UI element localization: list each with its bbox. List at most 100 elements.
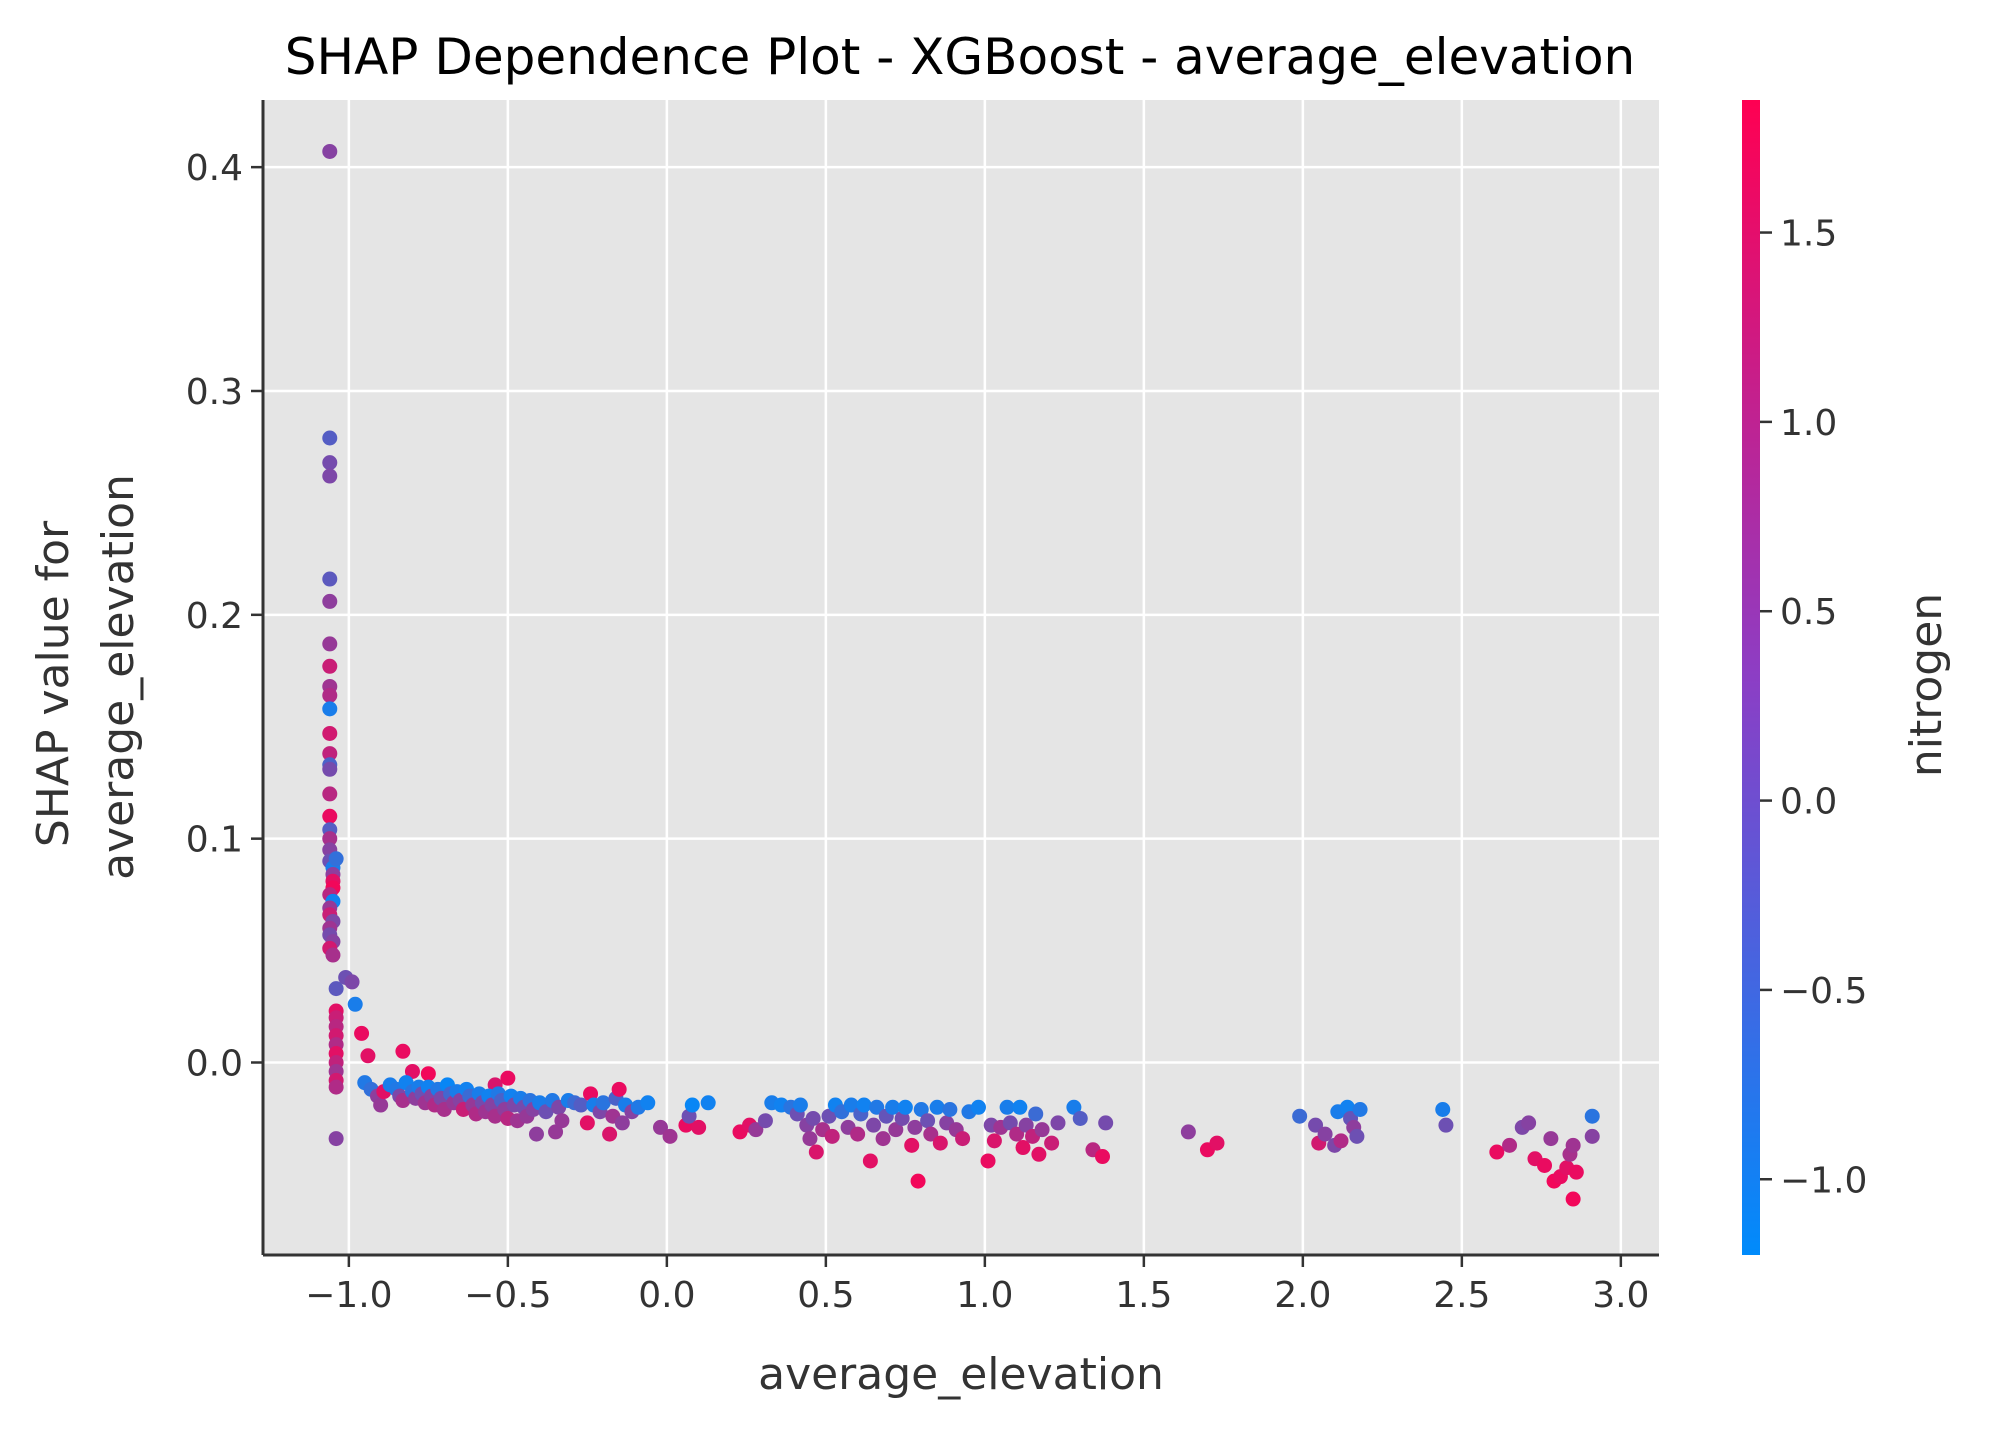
data-point [595,1095,611,1111]
y-tick-label: 0.3 [186,372,243,413]
data-point [328,981,344,997]
data-point [805,1110,821,1126]
data-point [684,1097,700,1113]
y-tick-label: 0.1 [186,820,243,861]
data-point [999,1099,1015,1115]
data-point [500,1070,516,1086]
data-point [843,1097,859,1113]
data-point [322,430,338,446]
data-point [328,1131,344,1147]
data-point [322,701,338,717]
colorbar-tick-label: 1.0 [1780,403,1837,444]
data-point [1050,1115,1066,1131]
data-point [862,1153,878,1169]
data-point [910,1173,926,1189]
data-point [808,1144,824,1160]
data-point [1012,1099,1028,1115]
data-point [1565,1191,1581,1207]
data-point [986,1133,1002,1149]
data-point [1031,1146,1047,1162]
data-point [802,1131,818,1147]
data-point [824,1128,840,1144]
x-tick-label: 1.5 [1115,1275,1172,1316]
x-tick-label: 2.0 [1274,1275,1331,1316]
data-point [322,658,338,674]
data-point [866,1117,882,1133]
data-point [856,1097,872,1113]
data-point [700,1095,716,1111]
data-point [322,593,338,609]
data-point [1098,1115,1114,1131]
data-point [538,1104,554,1120]
x-tick-label: 1.0 [956,1275,1013,1316]
colorbar-tick-label: 0.0 [1780,782,1837,823]
data-point [602,1126,618,1142]
data-point [907,1119,923,1135]
data-point [875,1131,891,1147]
data-point [325,947,341,963]
data-point [322,786,338,802]
data-point [1349,1128,1365,1144]
data-point [404,1063,420,1079]
data-point [322,143,338,159]
data-point [640,1095,656,1111]
colorbar-tick-label: −1.0 [1780,1160,1867,1201]
data-point [554,1113,570,1129]
data-point [373,1097,389,1113]
y-tick-label: 0.4 [186,148,243,189]
x-tick-label: 0.5 [797,1275,854,1316]
data-point [869,1099,885,1115]
x-axis-ticks: −1.0 −0.5 0.0 0.5 1.0 1.5 2.0 2.5 3.0 [305,1255,1649,1316]
data-point [322,761,338,777]
data-point [322,725,338,741]
data-point [1028,1106,1044,1122]
data-point [923,1126,939,1142]
data-point [322,455,338,471]
colorbar-ticks: −1.0 −0.5 0.0 0.5 1.0 1.5 [1760,214,1867,1201]
data-point [850,1126,866,1142]
x-tick-label: 2.5 [1433,1275,1490,1316]
data-point [573,1097,589,1113]
data-point [322,746,338,762]
data-point [942,1102,958,1118]
plot-area [263,100,1659,1255]
x-tick-label: 3.0 [1592,1275,1649,1316]
data-point [395,1093,411,1109]
data-point [1044,1135,1060,1151]
data-point [748,1122,764,1138]
data-point [1521,1115,1537,1131]
data-point [1333,1133,1349,1149]
data-points [322,143,1600,1207]
data-point [792,1097,808,1113]
data-point [897,1099,913,1115]
data-point [579,1115,595,1131]
data-point [1568,1164,1584,1180]
data-point [904,1137,920,1153]
data-point [614,1115,630,1131]
data-point [1317,1126,1333,1142]
data-point [322,571,338,587]
data-point [1015,1140,1031,1156]
x-axis-label: average_elevation [758,1349,1164,1400]
y-tick-label: 0.2 [186,596,243,637]
data-point [1034,1122,1050,1138]
data-point [328,851,344,867]
data-point [548,1124,564,1140]
colorbar-label: nitrogen [1901,593,1952,777]
data-point [691,1119,707,1135]
colorbar-tick-label: 0.5 [1780,592,1837,633]
data-point [1537,1157,1553,1173]
colorbar [1742,100,1760,1255]
data-point [322,808,338,824]
data-point [1066,1099,1082,1115]
y-tick-label: 0.0 [186,1044,243,1085]
x-tick-label: −0.5 [464,1275,551,1316]
y-axis-label-line-1: SHAP value for [28,520,79,847]
data-point [1095,1149,1111,1165]
data-point [662,1128,678,1144]
y-axis-ticks: 0.0 0.1 0.2 0.3 0.4 [186,148,263,1085]
data-point [611,1081,627,1097]
data-point [395,1043,411,1059]
y-axis-label: SHAP value for average_elevation [28,474,144,880]
